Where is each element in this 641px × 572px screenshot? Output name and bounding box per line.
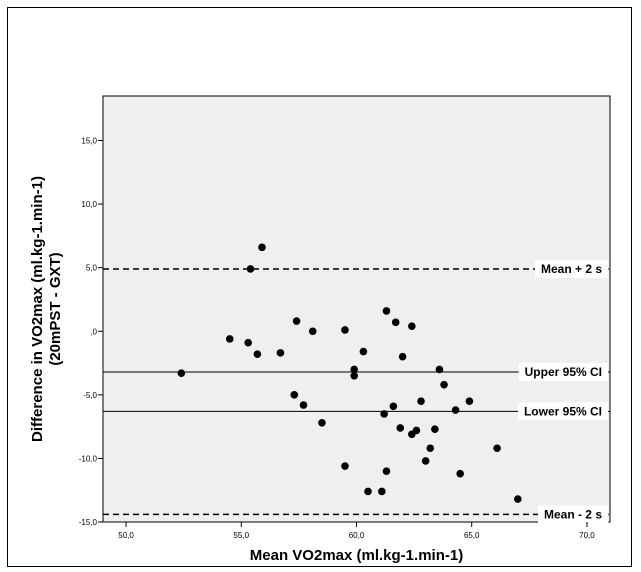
x-tick-label: 50,0 bbox=[118, 531, 134, 540]
reference-lines: Mean + 2 s Upper 95% CI Lower 95% CI Mean -… bbox=[103, 259, 610, 524]
data-point bbox=[465, 397, 474, 405]
data-point bbox=[177, 369, 186, 378]
data-point bbox=[359, 347, 368, 356]
x-tick-label: 55,0 bbox=[233, 531, 249, 540]
data-point bbox=[398, 352, 407, 361]
reference-line-label: Upper 95% CI bbox=[525, 365, 602, 379]
plot-area bbox=[102, 95, 611, 523]
data-point bbox=[382, 307, 391, 315]
data-point bbox=[431, 425, 439, 433]
data-point bbox=[493, 444, 501, 453]
data-point bbox=[435, 365, 444, 374]
data-point bbox=[391, 318, 400, 327]
data-point bbox=[318, 419, 326, 427]
y-tick-label: -5,0 bbox=[83, 391, 97, 400]
data-point bbox=[292, 317, 301, 325]
axis-labels: Mean VO2max (ml.kg-1.min-1) Difference i… bbox=[29, 176, 463, 564]
y-tick-label: ,0 bbox=[90, 327, 97, 336]
data-point bbox=[350, 365, 358, 374]
data-point bbox=[456, 469, 465, 478]
data-point bbox=[341, 326, 349, 334]
data-point bbox=[276, 349, 285, 357]
y-tick-label: 10,0 bbox=[81, 200, 97, 209]
reference-label-box bbox=[534, 259, 609, 278]
data-point bbox=[299, 401, 308, 409]
x-tick-label: 70,0 bbox=[579, 531, 595, 540]
data-point bbox=[341, 462, 349, 470]
data-point bbox=[258, 243, 266, 252]
x-tick-label: 65,0 bbox=[464, 531, 480, 540]
y-tick-label: 5,0 bbox=[86, 264, 98, 273]
data-point bbox=[246, 265, 255, 273]
data-point bbox=[451, 406, 460, 414]
data-point bbox=[514, 495, 522, 503]
x-axis-title: Mean VO2max (ml.kg-1.min-1) bbox=[250, 547, 463, 564]
data-point bbox=[350, 371, 358, 380]
y-axis-title-line2: (20mPST - GXT) bbox=[47, 252, 64, 365]
reference-label-box bbox=[537, 505, 609, 524]
data-point bbox=[408, 322, 416, 330]
data-points bbox=[177, 243, 522, 503]
data-point bbox=[421, 457, 430, 465]
axes: 50,0 55,0 60,0 65,0 70,0 -15,0 -10,0 -5,0 ,0 5,0 1… bbox=[79, 137, 596, 540]
data-point bbox=[308, 327, 317, 336]
data-point bbox=[364, 487, 372, 496]
data-point bbox=[417, 397, 425, 405]
data-point bbox=[440, 380, 448, 389]
x-tick-label: 60,0 bbox=[349, 531, 365, 540]
data-point bbox=[380, 410, 388, 418]
data-point bbox=[426, 444, 435, 453]
reference-label-box bbox=[517, 402, 608, 421]
y-axis-title-line1: Difference in VO2max (ml.kg-1.min-1) bbox=[29, 176, 46, 442]
data-point bbox=[389, 402, 398, 411]
reference-line-label: Lower 95% CI bbox=[524, 404, 602, 418]
data-point bbox=[382, 467, 391, 475]
data-point bbox=[290, 391, 299, 399]
data-point bbox=[244, 338, 252, 347]
data-point bbox=[378, 487, 386, 496]
data-point bbox=[396, 424, 405, 432]
data-point bbox=[412, 426, 421, 435]
data-point bbox=[225, 335, 234, 343]
y-tick-label: 15,0 bbox=[81, 137, 97, 146]
y-tick-label: -10,0 bbox=[79, 454, 98, 463]
reference-label-box bbox=[518, 362, 608, 381]
reference-line-label: Mean - 2 s bbox=[544, 507, 602, 521]
y-tick-label: -15,0 bbox=[79, 518, 98, 527]
reference-line-label: Mean + 2 s bbox=[541, 262, 602, 276]
data-point bbox=[253, 350, 262, 358]
